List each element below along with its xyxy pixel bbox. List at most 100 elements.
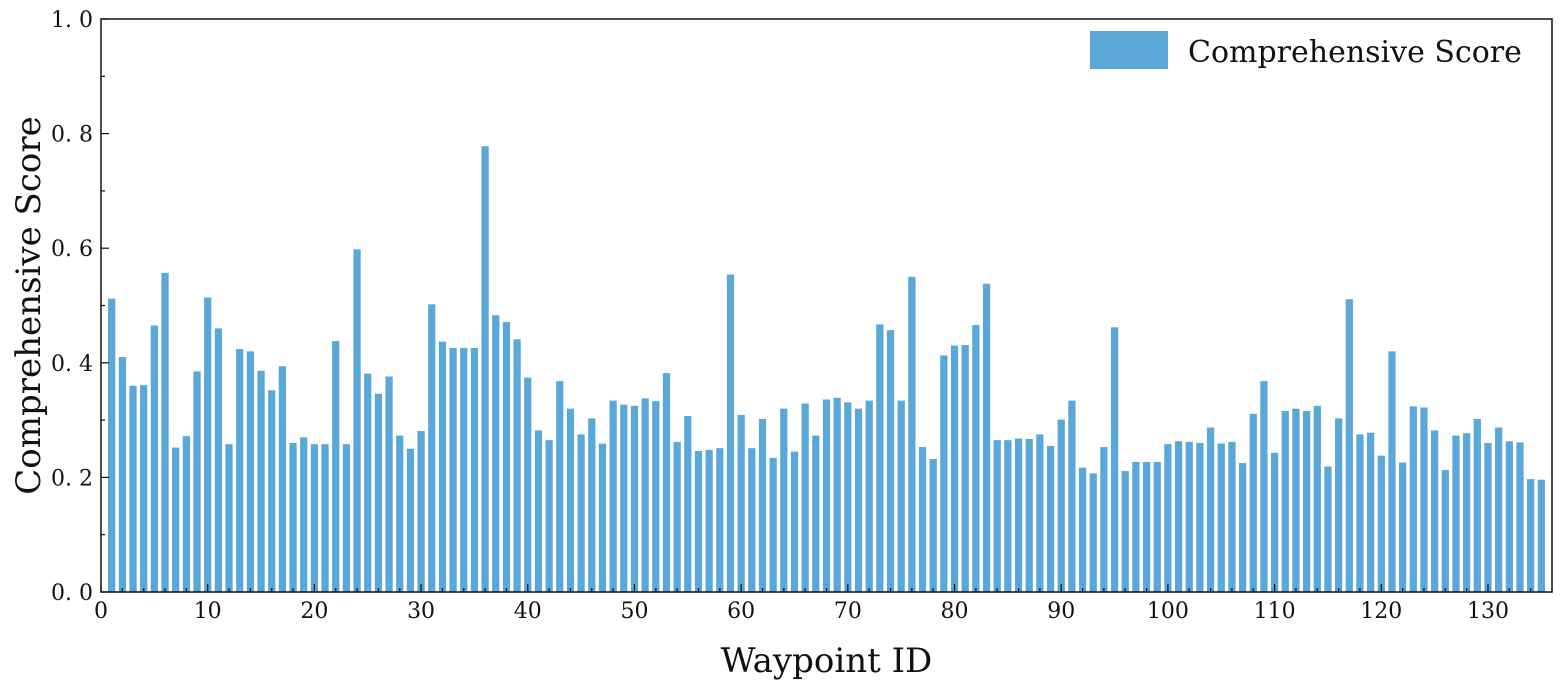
bar — [364, 373, 372, 592]
bar — [865, 400, 873, 592]
y-tick-label: 0. 2 — [51, 466, 93, 491]
bar — [257, 370, 265, 592]
bar — [385, 376, 393, 592]
bar — [1132, 461, 1140, 592]
bar — [545, 440, 553, 592]
bar — [684, 416, 692, 592]
bar — [876, 324, 884, 592]
x-tick-label: 80 — [941, 599, 969, 624]
bar — [1089, 473, 1097, 592]
bar — [1484, 443, 1492, 592]
bar — [769, 457, 777, 592]
bar — [1324, 466, 1332, 592]
bar — [1431, 430, 1439, 592]
bar — [1420, 407, 1428, 592]
bar — [737, 414, 745, 592]
x-tick-label: 90 — [1047, 599, 1075, 624]
bar — [172, 447, 180, 592]
y-tick-label: 0. 0 — [51, 581, 93, 606]
bar — [225, 444, 233, 592]
bar — [321, 444, 329, 592]
bar — [118, 357, 126, 592]
bar — [940, 355, 948, 592]
bar — [214, 328, 222, 592]
bar — [1463, 433, 1471, 592]
bar — [1142, 461, 1151, 592]
bar — [1004, 440, 1012, 592]
bar — [556, 381, 564, 592]
bar — [812, 435, 820, 592]
bar — [822, 399, 831, 592]
bar — [1057, 419, 1065, 592]
bar — [801, 403, 809, 592]
bar — [193, 371, 201, 592]
y-tick-label: 0. 6 — [51, 237, 93, 262]
x-tick-label: 100 — [1147, 599, 1189, 624]
bar — [1238, 463, 1247, 592]
bar — [961, 345, 969, 592]
bar — [417, 430, 425, 592]
bar — [748, 448, 756, 592]
bar — [854, 408, 863, 592]
bar — [833, 397, 841, 592]
legend: Comprehensive Score — [1090, 31, 1522, 70]
bar — [289, 443, 297, 592]
x-tick-label: 30 — [407, 599, 435, 624]
bar — [641, 398, 649, 592]
x-tick-label: 70 — [834, 599, 862, 624]
bar — [428, 304, 436, 592]
bar — [470, 347, 479, 592]
bar — [396, 435, 404, 592]
x-tick-label: 0 — [94, 599, 108, 624]
bar — [1121, 471, 1129, 592]
bar — [993, 440, 1001, 592]
bar — [1078, 467, 1087, 592]
bar — [1270, 452, 1279, 592]
bar — [342, 444, 351, 592]
bar — [1196, 443, 1204, 592]
x-tick-label: 40 — [514, 599, 542, 624]
y-tick-label: 0. 8 — [51, 123, 93, 148]
bar — [438, 341, 447, 592]
bar — [1302, 410, 1311, 592]
bar — [1527, 479, 1535, 592]
bar — [492, 315, 500, 592]
bar — [1110, 327, 1119, 592]
bar — [1014, 438, 1023, 592]
x-tick-label: 110 — [1254, 599, 1296, 624]
bar — [1228, 441, 1236, 592]
bar — [982, 283, 991, 592]
bar — [1153, 461, 1161, 592]
bar — [182, 436, 190, 592]
bar — [1313, 405, 1321, 592]
y-tick-label: 1. 0 — [51, 8, 93, 33]
bar — [758, 418, 767, 592]
legend-swatch — [1090, 31, 1168, 69]
bar — [1505, 441, 1513, 592]
bar — [897, 400, 905, 592]
bar — [588, 418, 596, 592]
y-axis-label: Comprehensive Score — [9, 116, 49, 494]
bar — [1473, 418, 1481, 592]
bar — [950, 345, 959, 592]
bar — [929, 459, 937, 592]
bar — [1185, 441, 1193, 592]
bar — [918, 447, 927, 592]
x-axis-ticks: 0 10 20 30 40 50 60 70 80 90 100 110 120 130 — [94, 584, 1553, 624]
bar — [150, 325, 158, 592]
bar — [1046, 445, 1055, 592]
x-tick-label: 50 — [620, 599, 648, 624]
bar — [1249, 413, 1257, 592]
bar — [577, 434, 585, 592]
bar — [1356, 434, 1364, 592]
legend-label: Comprehensive Score — [1188, 35, 1522, 70]
bar — [268, 390, 276, 592]
bar — [1292, 408, 1300, 592]
bar — [481, 146, 489, 592]
bar — [1334, 418, 1343, 592]
bar — [204, 297, 212, 592]
bar — [1174, 441, 1183, 592]
x-tick-label: 20 — [300, 599, 328, 624]
bar — [1345, 299, 1353, 592]
bar — [460, 347, 468, 592]
